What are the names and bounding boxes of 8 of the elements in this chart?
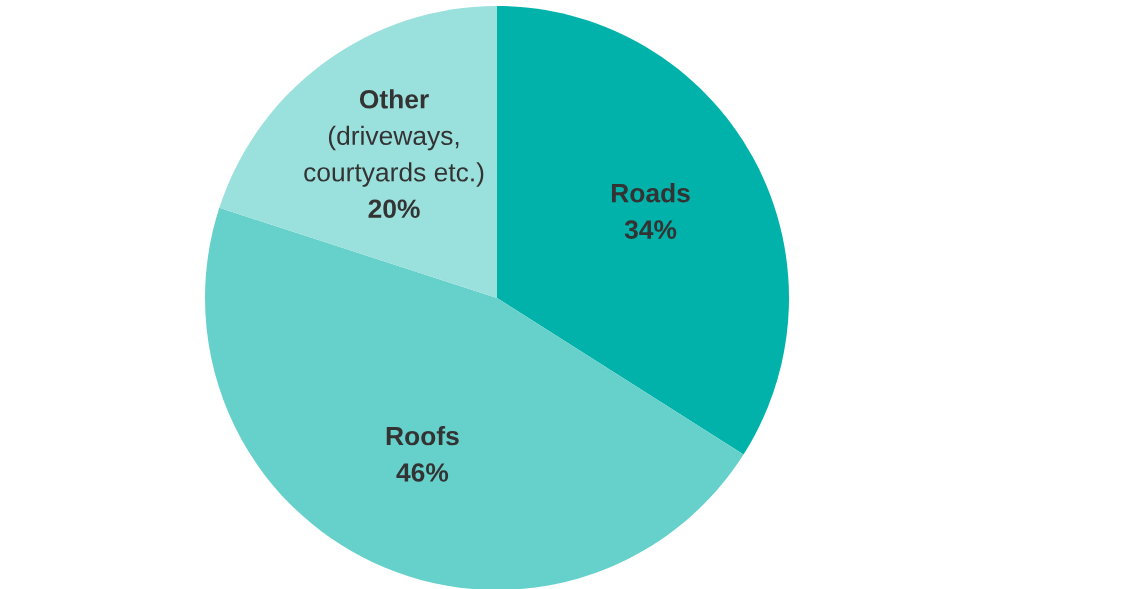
slice-label: Roofs xyxy=(386,425,459,446)
pie-slice xyxy=(219,6,497,298)
slice-label: Other (driveways, courtyards etc.) xyxy=(304,89,484,187)
data-label: 34% xyxy=(624,220,677,239)
data-label: 46% xyxy=(396,463,449,482)
slice-label: Roads xyxy=(611,183,690,203)
data-label: 20% xyxy=(368,199,420,219)
pie-slice xyxy=(497,6,789,455)
